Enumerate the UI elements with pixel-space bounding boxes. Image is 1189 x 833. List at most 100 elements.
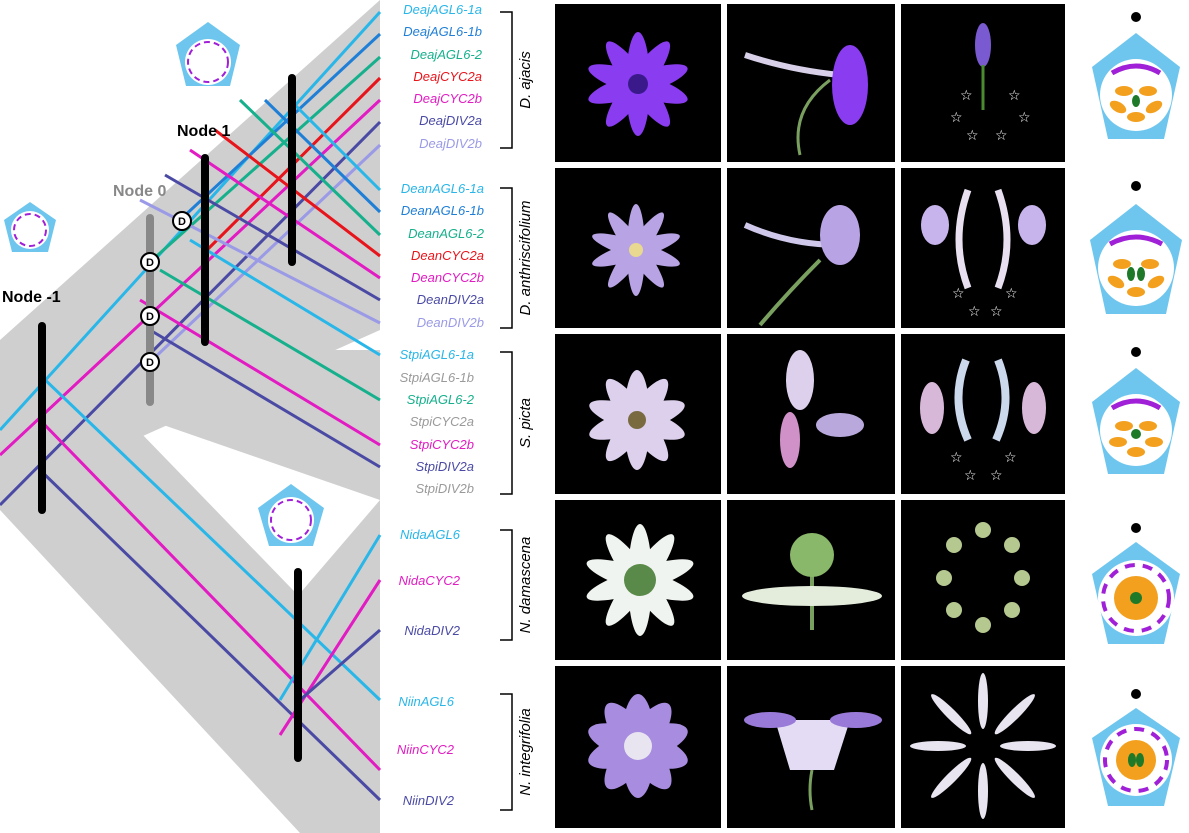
- floral-diagram-s-picta: [1092, 347, 1180, 474]
- gene-label: NidaCYC2: [399, 573, 461, 588]
- floral-diagrams: [1090, 12, 1182, 806]
- svg-text:☆: ☆: [960, 87, 973, 103]
- svg-text:☆: ☆: [964, 467, 977, 483]
- band-nigella: [260, 500, 380, 690]
- floral-diagram-d-ajacis: [1092, 12, 1180, 139]
- node-minus-1-label: Node -1: [2, 289, 61, 306]
- ancestral-diagram-node-1: [176, 22, 240, 86]
- lineage-stpi-cyc2b: [139, 298, 381, 447]
- gene-label: StpiCYC2a: [410, 414, 474, 429]
- species-name-d-ajacis: D. ajacis: [517, 51, 534, 109]
- ancestral-diagram-node-minus-1: [4, 202, 56, 252]
- duplication-markers: D D D D: [140, 211, 192, 372]
- species-brackets: [500, 11, 513, 811]
- floral-diagram-d-anthriscifolium: [1090, 181, 1182, 314]
- svg-text:☆: ☆: [1004, 449, 1017, 465]
- lineage-dean-agl6-1a: [288, 98, 382, 192]
- svg-text:☆: ☆: [1018, 109, 1031, 125]
- band-main-upper: [0, 0, 380, 500]
- lineage-nida-div2: [38, 468, 382, 802]
- gene-label: NiinAGL6: [398, 694, 454, 709]
- gene-label: DeajAGL6-1a: [403, 2, 482, 17]
- lineage-niin-div2: [299, 628, 381, 702]
- svg-text:D: D: [146, 357, 154, 369]
- svg-text:☆: ☆: [968, 303, 981, 319]
- lineage-dean-cyc2a: [214, 128, 381, 258]
- photo-flower-glyphs: ☆ ☆ ☆ ☆ ☆ ☆ ☆ ☆: [586, 23, 1056, 819]
- photo-s-picta-side: [727, 334, 895, 494]
- gene-label: NidaAGL6: [400, 527, 461, 542]
- lineage-deaj-div2a: [0, 120, 382, 507]
- gene-label: NidaDIV2: [404, 623, 460, 638]
- svg-text:D: D: [146, 257, 154, 269]
- gene-label: DeajAGL6-2: [410, 47, 482, 62]
- ancestral-diagram-nigella: [258, 484, 324, 546]
- gene-label: DeanAGL6-1b: [401, 203, 484, 218]
- bracket-d-ajacis: [500, 11, 513, 149]
- gene-label: DeanAGL6-2: [408, 226, 485, 241]
- gene-label: DeanDIV2a: [417, 292, 484, 307]
- gene-label: StpiDIV2a: [415, 459, 474, 474]
- svg-text:☆: ☆: [950, 109, 963, 125]
- lineage-dean-agl6-2: [238, 98, 382, 237]
- photo-d-anthriscifolium-dissected: [901, 168, 1065, 328]
- svg-text:D: D: [178, 216, 186, 228]
- species-name-n-damascena: N. damascena: [517, 537, 534, 634]
- floral-diagram-n-integrifolia: [1092, 689, 1180, 806]
- lineage-stpi-agl6-1a: [189, 238, 381, 357]
- bracket-n-damascena: [500, 529, 513, 641]
- svg-text:☆: ☆: [966, 127, 979, 143]
- lineage-dean-div2a: [164, 173, 381, 302]
- photo-d-ajacis-side: [727, 4, 895, 162]
- photo-d-anthriscifolium-side: [727, 168, 895, 328]
- gene-label: StpiAGL6-1a: [400, 347, 474, 362]
- gene-labels: DeajAGL6-1a DeajAGL6-1b DeajAGL6-2 DeajC…: [397, 2, 485, 808]
- gene-label: DeajDIV2a: [419, 113, 482, 128]
- species-name-n-integrifolia: N. integrifolia: [517, 708, 534, 796]
- band-lower-diagonal: [0, 370, 380, 833]
- node-1-label: Node 1: [177, 123, 230, 140]
- gene-label: NiinCYC2: [397, 742, 455, 757]
- svg-text:☆: ☆: [995, 127, 1008, 143]
- duplication-marker: D: [140, 352, 160, 372]
- svg-text:☆: ☆: [950, 449, 963, 465]
- gene-label: DeanDIV2b: [417, 315, 484, 330]
- duplication-marker: D: [172, 211, 192, 231]
- lineage-nida-agl6: [38, 373, 382, 702]
- node-0-label: Node 0: [113, 183, 166, 200]
- gene-label: DeajCYC2b: [413, 91, 482, 106]
- svg-text:☆: ☆: [990, 303, 1003, 319]
- species-name-s-picta: S. picta: [517, 398, 534, 448]
- bracket-d-anthriscifolium: [500, 187, 513, 329]
- lineage-stpi-div2a: [149, 328, 381, 469]
- svg-text:☆: ☆: [990, 467, 1003, 483]
- lineage-nida-cyc2: [38, 418, 382, 772]
- floral-diagram-n-damascena: [1092, 523, 1180, 644]
- gene-label: StpiAGL6-1b: [400, 370, 474, 385]
- duplication-marker: D: [140, 306, 160, 326]
- gene-label: DeajCYC2a: [413, 69, 482, 84]
- svg-text:☆: ☆: [1005, 285, 1018, 301]
- species-tree-bands: [0, 0, 380, 833]
- lineage-deaj-agl6-1b: [178, 32, 382, 222]
- node-bars: [38, 74, 302, 762]
- gene-label: DeajDIV2b: [419, 136, 482, 151]
- band-stpi-corner: [120, 350, 380, 500]
- gene-label: DeanCYC2b: [411, 270, 484, 285]
- svg-text:☆: ☆: [952, 285, 965, 301]
- gene-label: StpiCYC2b: [410, 437, 474, 452]
- gene-label: DeanCYC2a: [411, 248, 484, 263]
- svg-text:☆: ☆: [1008, 87, 1021, 103]
- gene-label: DeajAGL6-1b: [403, 24, 482, 39]
- species-name-d-anthriscifolium: D. anthriscifolium: [517, 200, 534, 315]
- bracket-s-picta: [500, 351, 513, 495]
- lineage-dean-agl6-1b: [263, 98, 382, 214]
- gene-label: NiinDIV2: [403, 793, 455, 808]
- duplication-marker: D: [140, 252, 160, 272]
- svg-text:D: D: [146, 311, 154, 323]
- lineage-deaj-div2b: [148, 143, 382, 364]
- lineage-stpi-agl6-2: [159, 268, 381, 402]
- gene-label: StpiAGL6-2: [407, 392, 475, 407]
- gene-lineages: [0, 10, 382, 802]
